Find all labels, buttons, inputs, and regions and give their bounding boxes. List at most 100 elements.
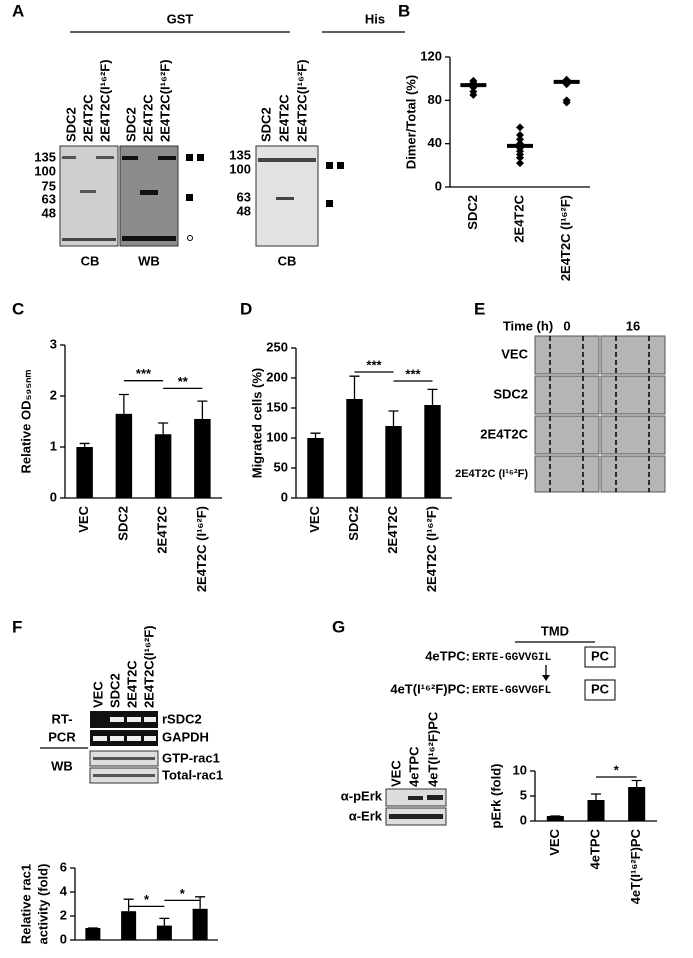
band [122, 236, 176, 241]
time-label: 0 [563, 318, 570, 333]
antibody-label: α-Erk [349, 808, 383, 823]
bar [424, 405, 441, 498]
cell-image [600, 455, 666, 493]
error-bar [349, 375, 360, 399]
error-bar [195, 896, 206, 909]
y-tick-label: 100 [266, 429, 288, 444]
marker [186, 194, 193, 201]
y-tick-label: 150 [266, 399, 288, 414]
band [96, 156, 114, 159]
significance-label: * [180, 886, 186, 901]
mw-label: 100 [229, 161, 251, 176]
construct-name: 4eTPC: [425, 648, 470, 663]
lane-label: 2E4T2C [124, 660, 139, 708]
data-point [562, 98, 571, 107]
y-tick-label: 0 [435, 178, 442, 193]
lane-label: 2E4T2C [80, 94, 95, 142]
x-tick-label: VEC [76, 505, 91, 532]
x-tick-label: VEC [547, 828, 562, 855]
marker [326, 200, 333, 207]
significance-label: *** [405, 366, 421, 381]
significance-label: * [144, 892, 150, 907]
y-tick-label: 2 [50, 387, 57, 402]
y-tick-label: 0 [520, 812, 527, 827]
cell-image [534, 335, 600, 375]
lane-label: 2E4T2C [276, 94, 291, 142]
tmd-label: TMD [541, 623, 569, 638]
antibody-label: α-pErk [341, 788, 383, 803]
time-label: 16 [626, 318, 640, 333]
y-tick-label: 6 [60, 859, 67, 874]
box [584, 679, 616, 701]
y-tick-label: 10 [513, 762, 527, 777]
band [276, 197, 294, 200]
mw-label: 63 [42, 191, 56, 206]
lane-label: 4eTPC [406, 746, 421, 787]
gel-image [255, 145, 319, 247]
mw-label: 135 [229, 147, 251, 162]
bar [85, 928, 101, 940]
bar [346, 399, 363, 498]
y-tick-label: 0 [60, 931, 67, 946]
error-bar [197, 400, 208, 419]
error-bar [118, 393, 129, 414]
x-tick-label: 4eTPC [587, 828, 602, 869]
panel-label: A [12, 1, 24, 20]
bar [121, 911, 137, 940]
marker [337, 162, 344, 169]
error-bar [591, 793, 601, 800]
group-title: His [365, 11, 385, 26]
group-title: GST [167, 11, 194, 26]
y-axis-label: pErk (fold) [488, 764, 503, 829]
sequence: ERTE-GGVVGFL [472, 685, 552, 697]
box [584, 646, 616, 668]
y-tick-label: 4 [60, 883, 68, 898]
marker [186, 154, 193, 161]
y-axis-label: Migrated cells (%) [249, 368, 264, 479]
data-point [516, 159, 524, 168]
stain-label: CB [278, 253, 297, 268]
cell-image [600, 335, 666, 375]
panel-a: GST His SDC2 2E4T2C 2E4T2C(I¹⁶²F) SDC2 2… [34, 11, 405, 268]
lane-label: SDC2 [107, 673, 122, 708]
panel-label: B [398, 1, 410, 20]
y-tick-label: 5 [520, 787, 527, 802]
data-point [516, 131, 524, 139]
cell-image [600, 415, 666, 455]
y-tick-label: 50 [274, 459, 288, 474]
method-label: PCR [48, 729, 76, 744]
marker [326, 162, 333, 169]
panel-f-gel: VEC SDC2 2E4T2C 2E4T2C(I¹⁶²F) rSDC2 GAPD… [40, 625, 223, 784]
construct-name: 4eT(I¹⁶²F)PC: [390, 681, 470, 696]
mw-label: 48 [42, 205, 56, 220]
gel-image [119, 145, 179, 247]
significance-label: *** [136, 366, 152, 381]
sequence: ERTE-GGVVGIL [472, 652, 552, 664]
mw-label: 100 [34, 163, 56, 178]
band [62, 156, 76, 159]
stain-label: WB [138, 253, 160, 268]
method-label: RT- [52, 711, 73, 726]
data-point [469, 90, 478, 99]
y-axis-label: Relative OD₅₉₅ₙₘ [18, 369, 33, 473]
bar [156, 925, 172, 940]
error-bar [159, 917, 170, 926]
y-axis-label: activity (fold) [35, 864, 50, 945]
x-tick-label: 2E4T2C (I¹⁶²F) [558, 195, 573, 281]
y-tick-label: 1 [50, 438, 57, 453]
bar [154, 434, 172, 498]
panel-label: D [240, 299, 252, 318]
data-point [516, 135, 524, 144]
lane-label: 2E4T2C(I¹⁶²F) [141, 625, 156, 708]
error-bar [427, 388, 438, 405]
band-label: Total-rac1 [162, 767, 223, 782]
mw-label: 48 [237, 203, 251, 218]
panel-label: C [12, 299, 24, 318]
x-tick-label: 4eT(I¹⁶²F)PC [628, 828, 643, 904]
mw-label: 75 [42, 178, 56, 193]
bar [194, 418, 211, 498]
cell-image [534, 415, 600, 455]
stain-label: CB [81, 253, 100, 268]
error-bar [123, 898, 134, 912]
